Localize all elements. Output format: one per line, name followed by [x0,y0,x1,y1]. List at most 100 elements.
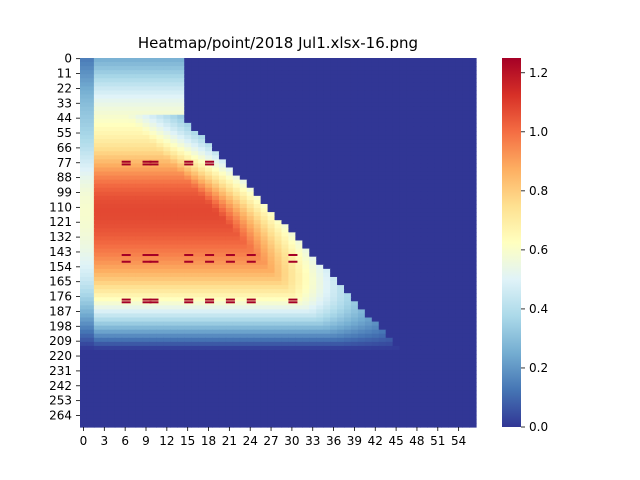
heatmap-cell [413,135,422,140]
heatmap-cell [86,212,95,217]
heatmap-cell [281,398,290,404]
heatmap-cell [462,155,470,160]
heatmap-cell [177,66,185,71]
heatmap-cell [399,187,408,193]
heatmap-cell [239,163,248,169]
heatmap-cell [364,297,373,302]
heatmap-cell [100,341,109,347]
heatmap-cell [469,66,477,71]
heatmap-cell [350,394,359,400]
heatmap-cell [191,260,199,266]
heatmap-cell [107,248,116,254]
heatmap-cell [80,354,88,359]
heatmap-cell [399,175,408,181]
heatmap-cell [114,349,123,355]
heatmap-cell [364,260,373,266]
heatmap-cell [469,195,477,201]
heatmap-cell [100,58,109,63]
heatmap-cell [191,337,199,343]
heatmap-cell [114,341,123,347]
heatmap-cell [281,143,290,148]
heatmap-cell [455,378,463,383]
heatmap-cell [323,66,331,71]
heatmap-cell [121,341,130,347]
heatmap-cell [114,74,123,79]
heatmap-cell [218,224,227,229]
heatmap-cell [399,289,408,294]
heatmap-cell [246,272,255,278]
heatmap-cell [253,90,262,96]
heatmap-cell [225,183,234,189]
heatmap-cell [253,358,262,363]
heatmap-cell [378,362,387,367]
heatmap-cell [267,276,276,282]
heatmap-cell [218,70,227,75]
heatmap-cell [93,354,102,359]
heatmap-cell [170,378,178,383]
heatmap-cell [434,216,442,221]
heatmap-cell [218,187,227,193]
heatmap-cell [420,402,428,408]
heatmap-cell [323,228,331,233]
heatmap-cell [385,114,394,120]
heatmap-cell [80,370,88,375]
heatmap-cell [149,203,158,209]
heatmap-cell [170,329,178,335]
heatmap-cell [149,313,158,319]
heatmap-cell [100,309,109,315]
heatmap-cell [198,94,206,100]
heatmap-cell [448,212,456,217]
heatmap-cell [267,102,276,108]
heatmap-cell [350,212,359,217]
heatmap-cell [385,386,394,392]
heatmap-cell [205,268,213,274]
heatmap-cell [392,199,401,205]
heatmap-cell [225,317,234,323]
heatmap-cell [274,62,283,67]
heatmap-cell [212,90,220,96]
heatmap-cell [295,341,303,347]
heatmap-cell [80,191,88,197]
heatmap-cell [434,297,442,302]
heatmap-cell [149,151,158,156]
heatmap-cell [434,98,442,104]
heatmap-cell [260,370,269,375]
heatmap-cell [149,406,158,412]
heatmap-cell [288,386,296,392]
heatmap-cell [232,394,241,400]
heatmap-cell [191,349,199,355]
heatmap-cell [239,179,248,185]
heatmap-cell [86,139,95,144]
heatmap-cell [100,195,109,201]
heatmap-cell [350,220,359,225]
heatmap-cell [246,74,255,79]
heatmap-cell [455,130,463,136]
heatmap-cell [281,58,290,63]
heatmap-cell [378,122,387,128]
heatmap-cell [225,114,234,120]
heatmap-cell [253,147,262,152]
heatmap-cell [128,345,137,351]
heatmap-cell [225,309,234,315]
heatmap-cell [121,248,130,254]
heatmap-cell [316,268,324,274]
heatmap-cell [80,195,88,201]
heatmap-cell [420,240,428,246]
heatmap-cell [107,374,116,379]
heatmap-cell [93,244,102,250]
heatmap-cell [350,256,359,262]
heatmap-cell [232,293,241,298]
heatmap-cell [288,349,296,355]
heatmap-cell [371,179,380,185]
heatmap-cell [385,122,394,128]
heatmap-cell [462,358,470,363]
heatmap-cell [302,216,310,221]
heatmap-cell [302,317,310,323]
heatmap-cell [448,337,456,343]
heatmap-cell [156,268,164,274]
heatmap-cell [100,171,109,177]
heatmap-cell [357,175,366,181]
heatmap-cell [302,281,310,286]
heatmap-cell [121,167,130,173]
heatmap-cell [184,130,192,136]
